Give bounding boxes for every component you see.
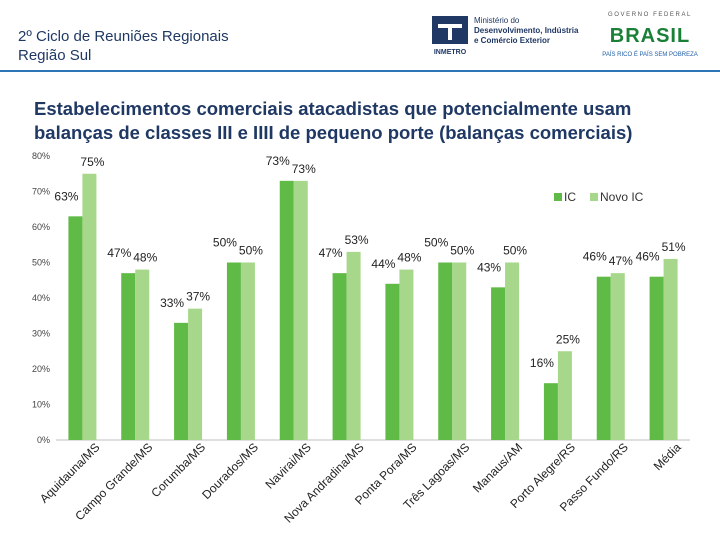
chart-title: Estabelecimentos comerciais atacadistas …: [34, 97, 714, 145]
value-label: 47%: [609, 254, 633, 268]
inmetro-wordmark: INMETRO: [434, 49, 467, 56]
bar-ic: [174, 322, 189, 440]
value-label: 50%: [239, 244, 263, 258]
ministry-line: Ministério do: [474, 16, 520, 25]
value-label: 50%: [503, 244, 527, 258]
category-label: Dourados/MS: [199, 440, 261, 502]
value-label: 48%: [397, 251, 421, 265]
bar-ic: [596, 276, 611, 440]
event-title-block: 2º Ciclo de Reuniões Regionais Região Su…: [18, 27, 229, 65]
value-label: 46%: [583, 250, 607, 264]
y-tick-label: 70%: [32, 187, 50, 197]
value-label: 73%: [266, 154, 290, 168]
value-label: 53%: [345, 233, 369, 247]
value-label: 63%: [54, 189, 78, 203]
value-label: 43%: [477, 260, 501, 274]
bar-novo-ic: [82, 173, 97, 440]
value-label: 16%: [530, 356, 554, 370]
y-tick-label: 10%: [32, 400, 50, 410]
y-tick-label: 0%: [37, 435, 50, 445]
inmetro-ministry-logo: INMETRO Ministério do Desenvolvimento, I…: [430, 14, 580, 58]
bar-novo-ic: [135, 269, 150, 440]
y-tick-label: 30%: [32, 329, 50, 339]
gov-slogan: PAÍS RICO É PAÍS SEM POBREZA: [602, 52, 698, 58]
bar-ic: [385, 283, 400, 440]
bar-novo-ic: [293, 180, 308, 440]
category-label: Navirai/MS: [262, 440, 313, 491]
bar-novo-ic: [240, 262, 255, 440]
chart-title-line: Estabelecimentos comerciais atacadistas …: [34, 98, 632, 119]
value-label: 50%: [213, 236, 237, 250]
y-tick-label: 20%: [32, 364, 50, 374]
value-label: 47%: [107, 246, 131, 260]
bar-ic: [649, 276, 664, 440]
bar-novo-ic: [610, 273, 625, 440]
value-label: 47%: [319, 246, 343, 260]
bar-novo-ic: [346, 251, 361, 440]
slide-header: 2º Ciclo de Reuniões Regionais Região Su…: [0, 0, 720, 70]
value-label: 73%: [292, 162, 316, 176]
value-label: 25%: [556, 332, 580, 346]
gov-word: BRASIL: [609, 25, 691, 47]
bar-ic: [121, 273, 136, 440]
value-label: 37%: [186, 290, 210, 304]
value-label: 46%: [636, 250, 660, 264]
bar-ic: [226, 262, 241, 440]
value-label: 48%: [133, 251, 157, 265]
legend-swatch-novo-ic: [590, 193, 598, 201]
legend-label-novo-ic: Novo IC: [600, 190, 644, 204]
y-tick-label: 60%: [32, 222, 50, 232]
value-label: 50%: [450, 244, 474, 258]
bar-novo-ic: [557, 351, 572, 440]
ministry-name: Ministério do Desenvolvimento, Indústria…: [474, 16, 578, 46]
bar-ic: [279, 180, 294, 440]
governo-federal-logo: GOVERNO FEDERAL BRASIL PAÍS RICO É PAÍS …: [592, 12, 708, 64]
y-tick-label: 40%: [32, 293, 50, 303]
bar-ic: [438, 262, 453, 440]
legend-swatch-ic: [554, 193, 562, 201]
bar-novo-ic: [188, 308, 203, 440]
gov-label: GOVERNO FEDERAL: [607, 12, 692, 18]
bar-ic: [491, 287, 506, 440]
legend-label-ic: IC: [564, 190, 576, 204]
category-label: Média: [651, 440, 684, 473]
event-subtitle: Região Sul: [18, 47, 92, 64]
bar-novo-ic: [452, 262, 467, 440]
category-label: Manaus/AM: [470, 440, 525, 495]
value-label: 50%: [424, 236, 448, 250]
event-title: 2º Ciclo de Reuniões Regionais: [18, 28, 229, 45]
value-label: 51%: [662, 240, 686, 254]
chart-title-line: balanças de classes III e IIII de pequen…: [34, 122, 633, 143]
y-tick-label: 80%: [32, 151, 50, 161]
value-label: 33%: [160, 296, 184, 310]
bar-ic: [543, 383, 558, 440]
bar-ic: [68, 216, 83, 440]
header-divider: [0, 70, 720, 72]
bar-novo-ic: [399, 269, 414, 440]
ministry-line: e Comércio Exterior: [474, 36, 551, 45]
bar-novo-ic: [505, 262, 520, 440]
ministry-line: Desenvolvimento, Indústria: [474, 26, 579, 35]
value-label: 44%: [371, 257, 395, 271]
y-tick-label: 50%: [32, 258, 50, 268]
value-label: 75%: [80, 155, 104, 169]
inmetro-logo-icon: INMETRO: [432, 16, 468, 56]
bar-ic: [332, 273, 347, 440]
bar-novo-ic: [663, 258, 678, 440]
